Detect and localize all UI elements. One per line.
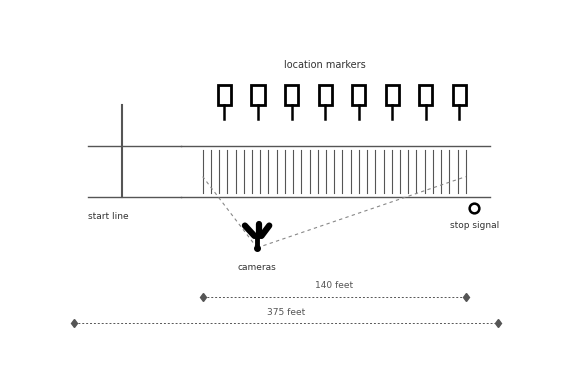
Bar [319,85,332,105]
Text: 375 feet: 375 feet [267,308,306,317]
Bar [352,85,365,105]
Bar [285,85,298,105]
Text: stop signal: stop signal [450,221,499,230]
Bar [251,85,265,105]
Text: location markers: location markers [284,60,365,70]
Text: cameras: cameras [238,263,277,271]
Bar [419,85,432,105]
Bar [385,85,399,105]
Bar [218,85,231,105]
Bar [453,85,466,105]
Text: 140 feet: 140 feet [315,281,353,290]
Text: start line: start line [88,212,128,221]
